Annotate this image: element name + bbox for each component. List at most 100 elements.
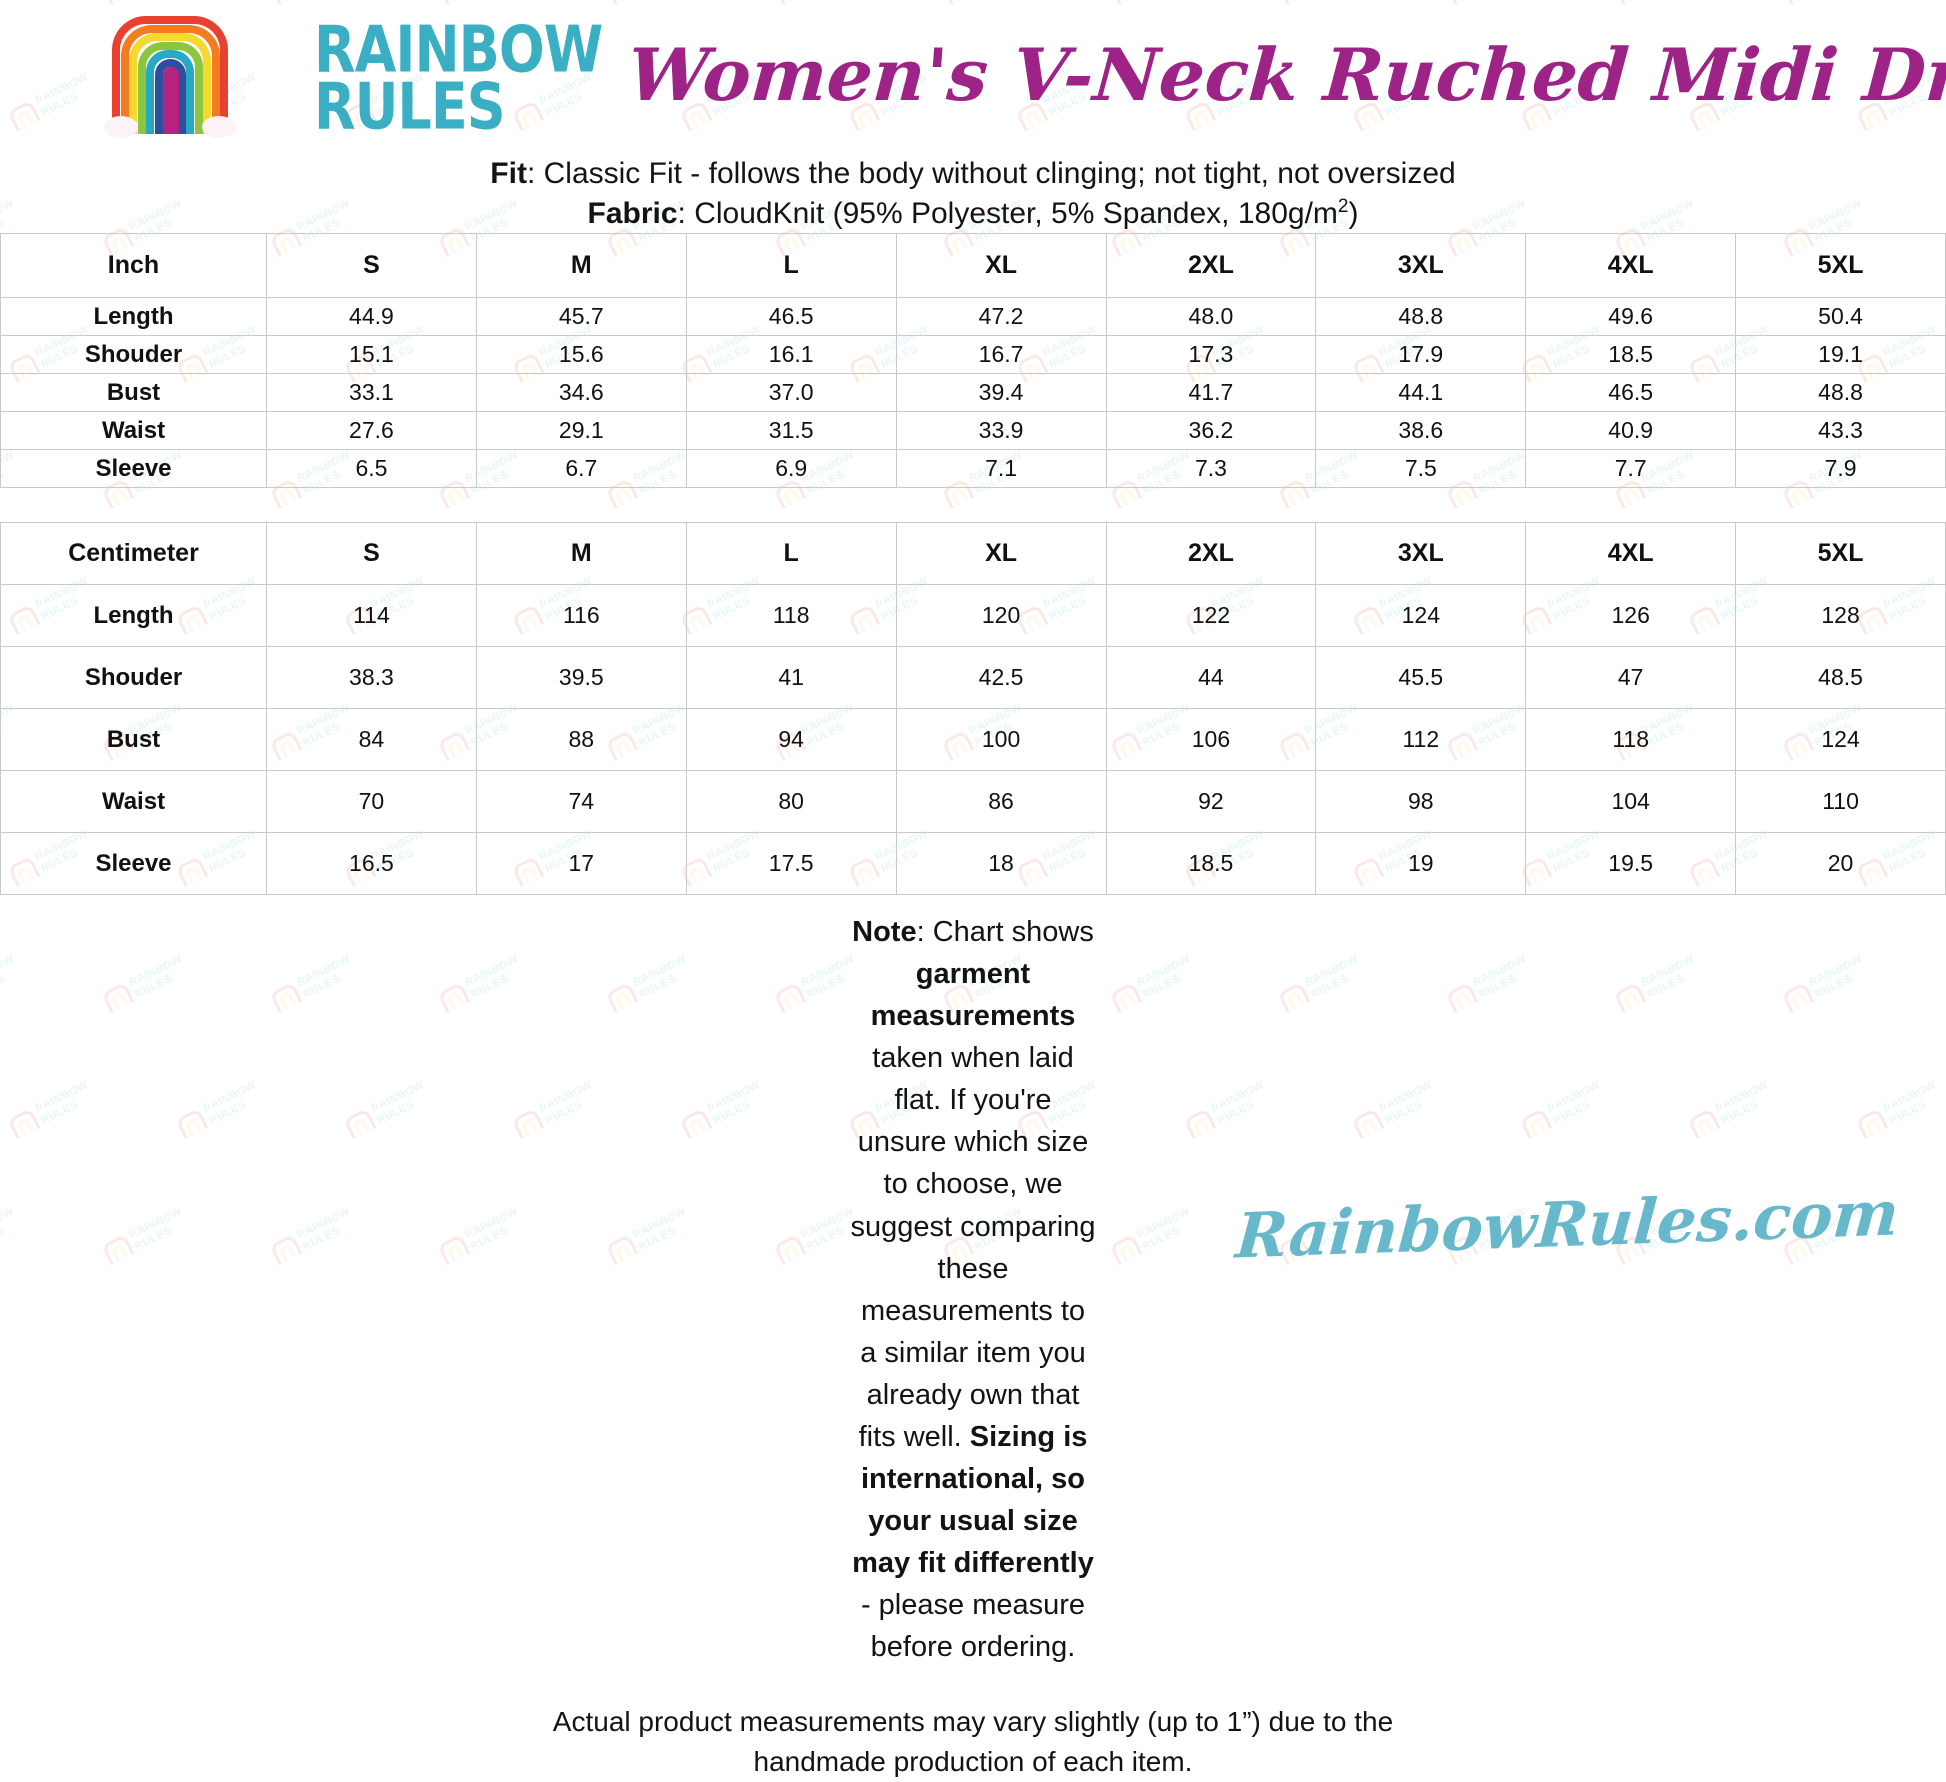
size-header-m: M [475,233,687,299]
cell-length-m: 116 [475,584,687,648]
fabric-label: Fabric [587,196,678,230]
size-header-3xl: 3XL [1315,233,1527,299]
cell-sleeve-5xl: 20 [1735,832,1946,896]
cell-length-l: 118 [685,584,897,648]
cell-shouder-3xl: 45.5 [1315,646,1527,710]
cell-length-3xl: 48.8 [1315,297,1527,337]
brand-name-line1: RAINBOW [314,12,603,87]
cell-shouder-s: 38.3 [266,646,477,710]
cell-shouder-4xl: 47 [1525,646,1737,710]
cell-shouder-l: 16.1 [685,335,897,375]
cell-waist-xl: 33.9 [895,411,1107,451]
cell-bust-xl: 39.4 [895,373,1107,413]
cell-sleeve-2xl: 18.5 [1105,832,1317,896]
note-bold-garment: garment measurements [870,958,1076,1033]
size-table-centimeter: Centimeter S M L XL 2XL 3XL 4XL 5XL Length 114 116… [0,522,1946,896]
table-cm-body: Length 114 116 118 120 122 124 126 128 Shouder 38.… [0,584,1946,896]
cell-waist-2xl: 36.2 [1105,411,1317,451]
cell-bust-4xl: 118 [1525,708,1737,772]
cell-bust-m: 88 [475,708,687,772]
cell-waist-2xl: 92 [1105,770,1317,834]
cell-sleeve-2xl: 7.3 [1105,449,1317,489]
cell-length-2xl: 122 [1105,584,1317,648]
fabric-value-pre: : CloudKnit (95% Polyester, 5% Spandex, … [677,196,1338,230]
page-title: Women's V-Neck Ruched Midi Dress [625,31,1946,117]
cell-length-5xl: 128 [1735,584,1946,648]
table-header-row: Centimeter S M L XL 2XL 3XL 4XL 5XL [0,522,1946,586]
size-header-2xl: 2XL [1105,522,1317,586]
table-row: Shouder 15.1 15.6 16.1 16.7 17.3 17.9 18.5 19.1 [0,335,1946,375]
cell-shouder-s: 15.1 [266,335,477,375]
size-header-s: S [266,233,477,299]
rainbow-arc-1 [112,16,228,134]
note-label: Note [852,916,917,949]
table-row: Waist 27.6 29.1 31.5 33.9 36.2 38.6 40.9 43.3 [0,411,1946,451]
cell-waist-s: 27.6 [266,411,477,451]
rainbow-arc-3 [129,33,211,134]
note-paragraph: Note: Chart shows garment measurements t… [420,911,1526,1668]
unit-header-cell: Inch [0,233,267,299]
cell-waist-3xl: 98 [1315,770,1527,834]
fit-value: : Classic Fit - follows the body without… [526,157,1456,190]
note-text-1: : Chart shows [916,916,1094,949]
cell-shouder-l: 41 [685,646,897,710]
cell-length-3xl: 124 [1315,584,1527,648]
cell-bust-4xl: 46.5 [1525,373,1737,413]
cell-waist-m: 29.1 [475,411,687,451]
table-inch-head: Inch S M L XL 2XL 3XL 4XL 5XL [0,233,1946,299]
cell-waist-l: 31.5 [685,411,897,451]
size-header-5xl: 5XL [1735,233,1946,299]
cell-shouder-xl: 42.5 [895,646,1107,710]
fit-label: Fit [490,157,527,190]
unit-header-cell: Centimeter [0,522,267,586]
cell-length-4xl: 126 [1525,584,1737,648]
measurement-label-waist: Waist [0,411,267,451]
table-row: Length 114 116 118 120 122 124 126 128 [0,584,1946,648]
cell-waist-xl: 86 [895,770,1107,834]
cell-shouder-5xl: 19.1 [1735,335,1946,375]
table-cm-head: Centimeter S M L XL 2XL 3XL 4XL 5XL [0,522,1946,586]
cell-length-2xl: 48.0 [1105,297,1317,337]
cell-bust-5xl: 48.8 [1735,373,1946,413]
size-table-inch: Inch S M L XL 2XL 3XL 4XL 5XL Length 44.9 45.7 46.5… [0,233,1946,489]
cell-shouder-3xl: 17.9 [1315,335,1527,375]
cell-length-xl: 47.2 [895,297,1107,337]
cell-shouder-m: 15.6 [475,335,687,375]
size-header-4xl: 4XL [1525,522,1737,586]
cell-shouder-4xl: 18.5 [1525,335,1737,375]
cell-shouder-5xl: 48.5 [1735,646,1946,710]
cell-sleeve-3xl: 7.5 [1315,449,1527,489]
table-inch-body: Length 44.9 45.7 46.5 47.2 48.0 48.8 49.6 50.4 Sh… [0,297,1946,489]
cell-shouder-m: 39.5 [475,646,687,710]
cloud-right-icon [202,116,236,138]
page-header: RAINBOW RULES Women's V-Neck Ruched Midi… [0,0,1946,148]
cell-sleeve-4xl: 7.7 [1525,449,1737,489]
cell-length-4xl: 49.6 [1525,297,1737,337]
table-row: Length 44.9 45.7 46.5 47.2 48.0 48.8 49.6 50.4 [0,297,1946,337]
rainbow-arcs [104,16,236,138]
cell-waist-s: 70 [266,770,477,834]
cell-sleeve-xl: 18 [895,832,1107,896]
measurement-label-bust: Bust [0,708,267,772]
cell-bust-m: 34.6 [475,373,687,413]
measurement-label-length: Length [0,297,267,337]
cell-shouder-2xl: 44 [1105,646,1317,710]
size-header-2xl: 2XL [1105,233,1317,299]
cell-length-xl: 120 [895,584,1107,648]
cell-waist-5xl: 110 [1735,770,1946,834]
rainbow-logo-icon [104,8,308,140]
cell-sleeve-4xl: 19.5 [1525,832,1737,896]
cell-length-s: 44.9 [266,297,477,337]
cell-shouder-xl: 16.7 [895,335,1107,375]
cell-waist-5xl: 43.3 [1735,411,1946,451]
cell-shouder-2xl: 17.3 [1105,335,1317,375]
cell-length-m: 45.7 [475,297,687,337]
cell-bust-xl: 100 [895,708,1107,772]
rainbow-arc-4 [137,41,203,134]
cell-sleeve-s: 16.5 [266,832,477,896]
fabric-value-post: ) [1348,196,1359,230]
cell-waist-3xl: 38.6 [1315,411,1527,451]
fabric-line: Fabric: CloudKnit (95% Polyester, 5% Spa… [0,194,1946,234]
size-header-xl: XL [895,233,1107,299]
table-header-row: Inch S M L XL 2XL 3XL 4XL 5XL [0,233,1946,299]
